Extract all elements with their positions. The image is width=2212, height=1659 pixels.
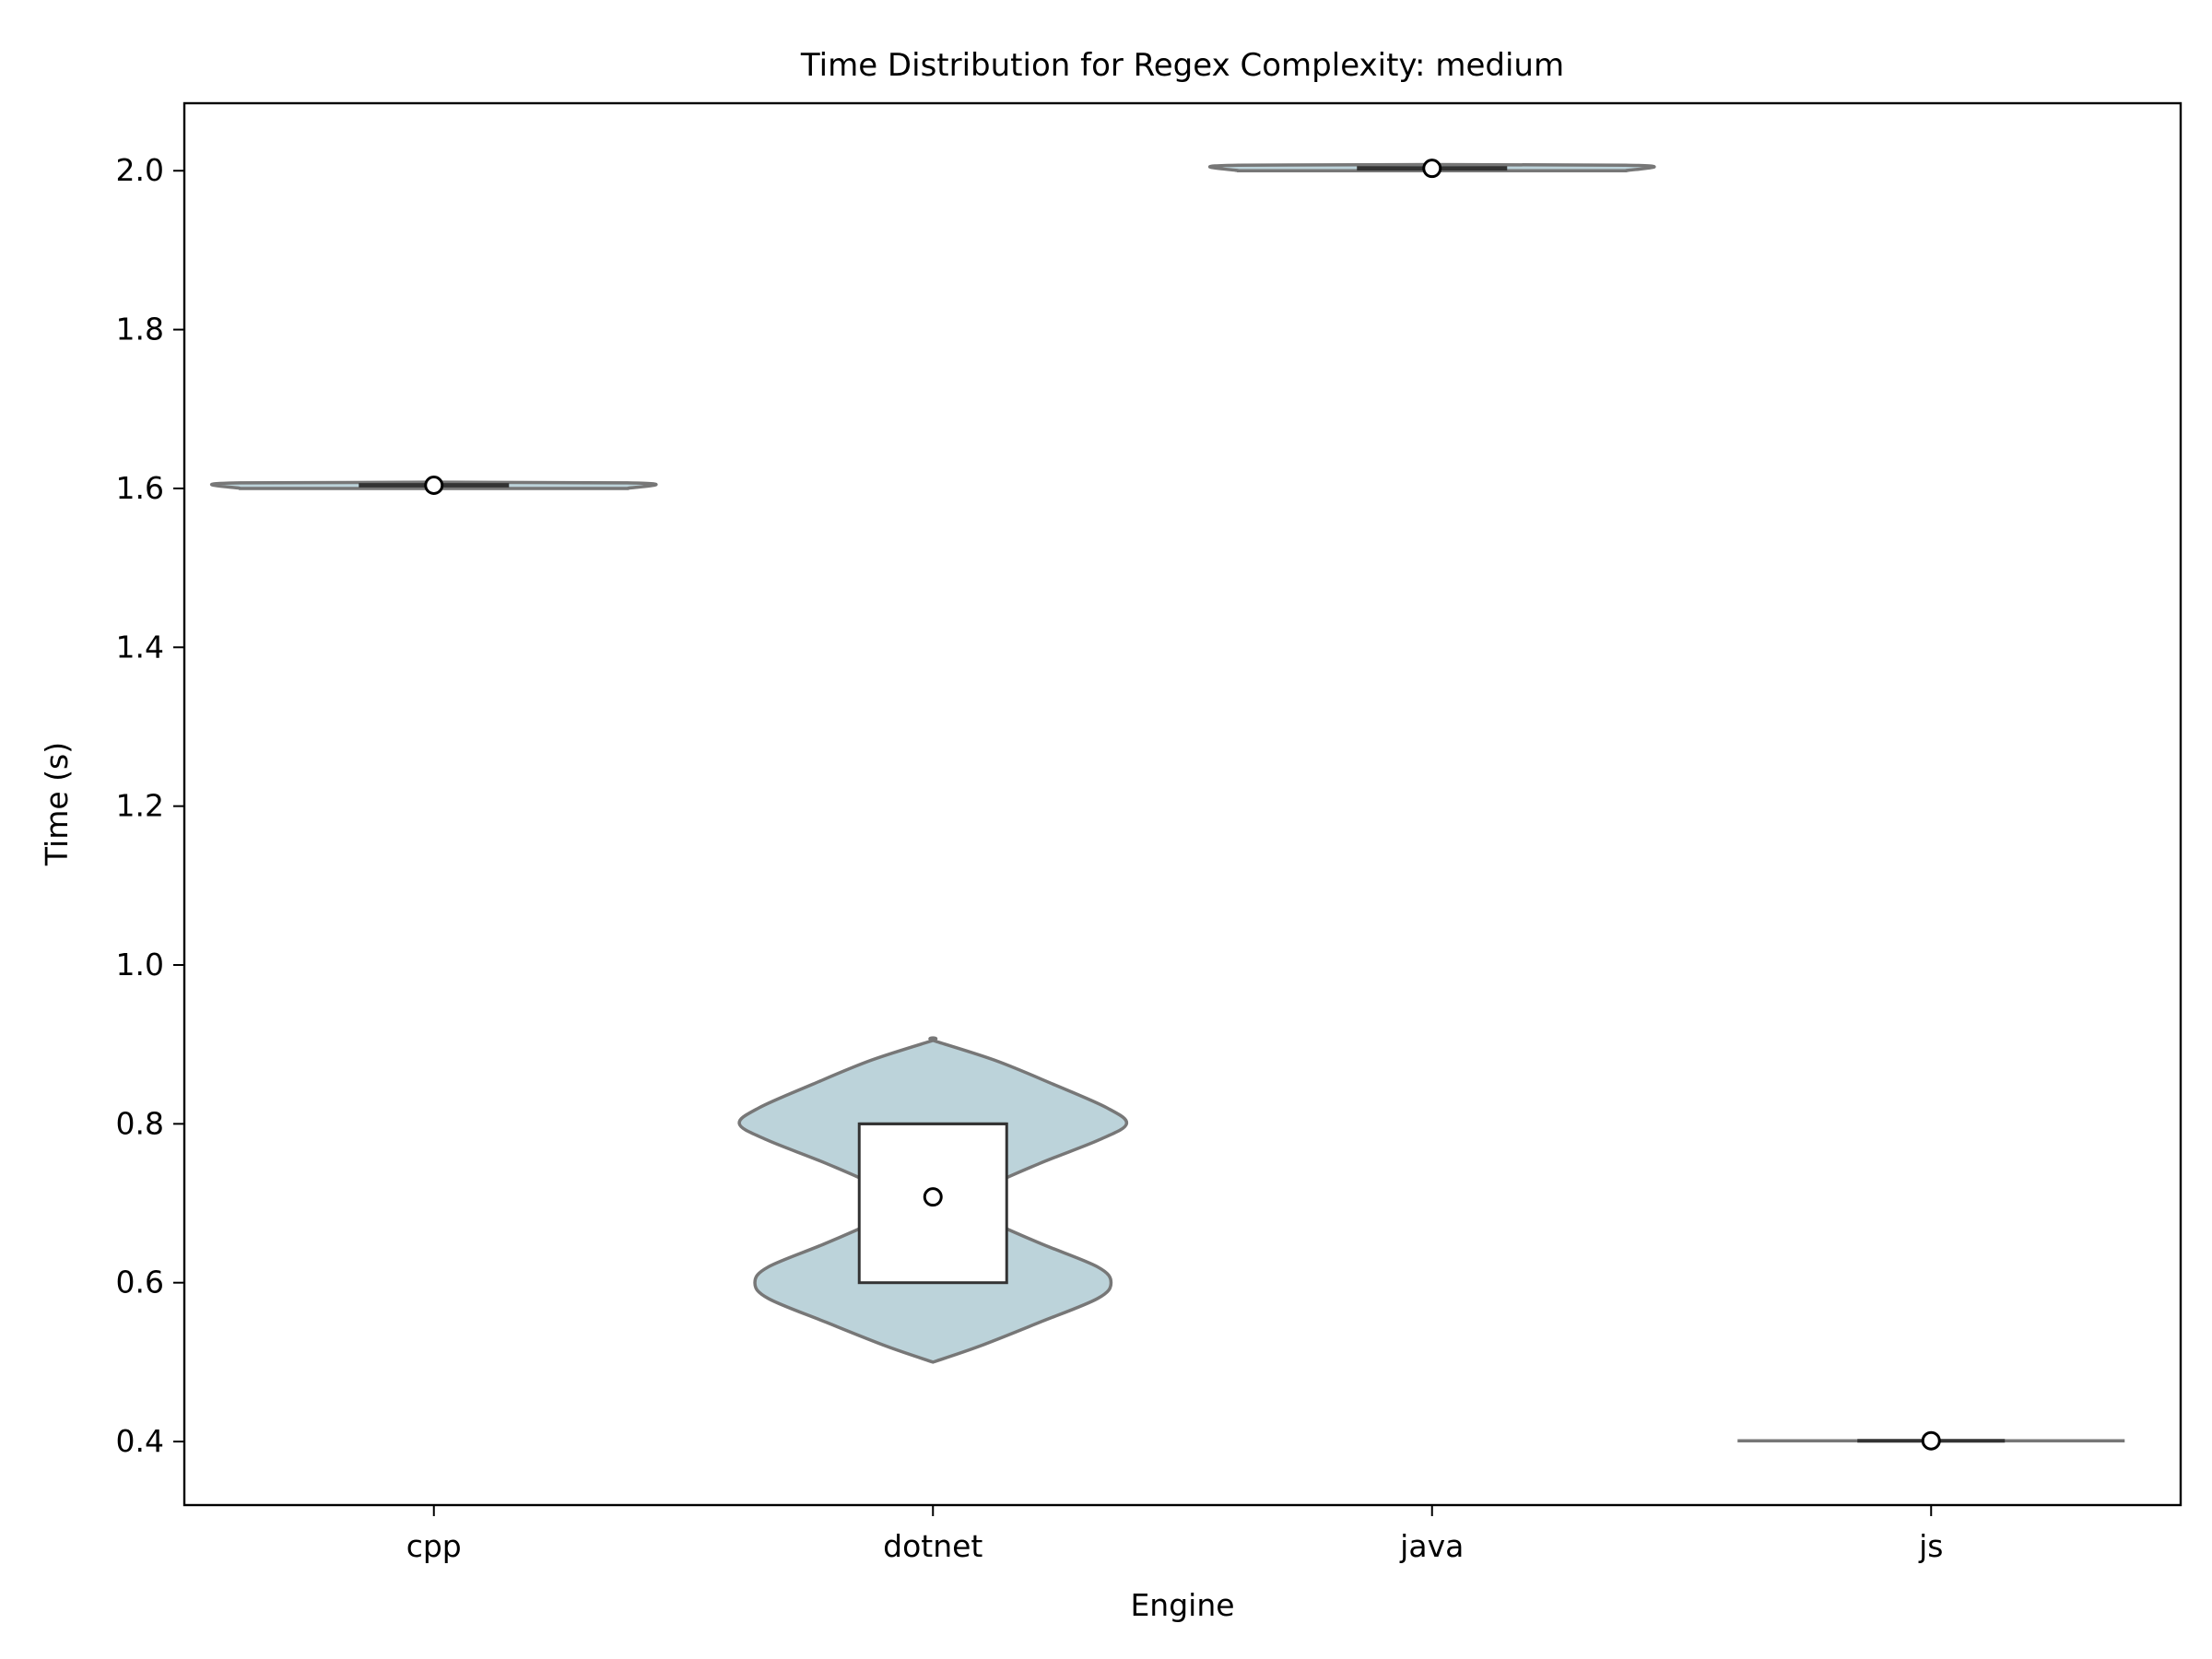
x-axis-ticks: cpp dotnet java js: [406, 1505, 1943, 1564]
violin-java: [1207, 159, 1656, 179]
violin-js: [1737, 1430, 2125, 1451]
y-tick-label-2.0: 2.0: [116, 152, 164, 188]
x-tick-label-cpp: cpp: [406, 1528, 462, 1564]
violin-dotnet: [737, 1036, 1129, 1364]
y-tick-label-0.4: 0.4: [116, 1423, 164, 1459]
y-tick-label-1.8: 1.8: [116, 312, 164, 347]
x-tick-label-dotnet: dotnet: [883, 1528, 982, 1564]
plot-frame: [182, 101, 2183, 1507]
violin-cpp: [209, 476, 658, 496]
y-tick-label-1.0: 1.0: [116, 947, 164, 982]
y-axis-label: Time (s): [39, 742, 75, 866]
x-tick-label-js: js: [1918, 1528, 1943, 1564]
violin-layer: [209, 159, 2125, 1451]
y-tick-label-0.6: 0.6: [116, 1265, 164, 1300]
chart-title: Time Distribution for Regex Complexity: …: [800, 47, 1564, 84]
mean-marker-cpp: [424, 476, 444, 496]
mean-marker-js: [1921, 1430, 1941, 1451]
x-axis-label: Engine: [1130, 1587, 1234, 1623]
mean-marker-dotnet: [923, 1187, 943, 1207]
mean-marker-java: [1422, 159, 1442, 179]
y-tick-label-1.2: 1.2: [116, 788, 164, 824]
y-tick-label-1.4: 1.4: [116, 629, 164, 665]
x-tick-label-java: java: [1399, 1528, 1464, 1564]
y-tick-label-1.6: 1.6: [116, 470, 164, 506]
y-tick-label-0.8: 0.8: [116, 1105, 164, 1141]
y-axis-ticks: 0.4 0.6 0.8 1.0 1.2 1.4 1.6 1.8 2.0: [116, 152, 184, 1459]
